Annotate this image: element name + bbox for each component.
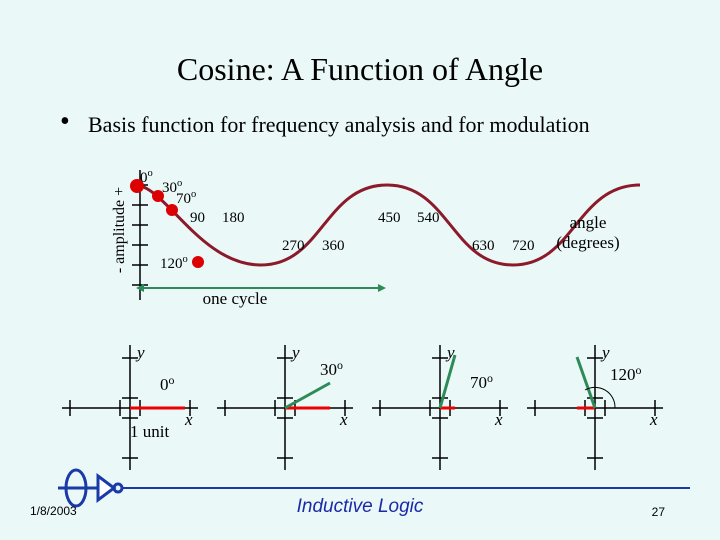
degree: o — [487, 371, 493, 385]
y-label: y — [445, 343, 455, 362]
point-120 — [192, 256, 204, 268]
angle-text: 30o — [320, 358, 343, 379]
angle-label: (degrees) — [556, 233, 619, 252]
angle-text: 630 — [472, 238, 495, 254]
value: 30 — [162, 180, 177, 196]
phasor — [438, 354, 457, 409]
page-number: 27 — [652, 505, 666, 519]
value: 180 — [222, 210, 245, 226]
value: 0 — [160, 375, 169, 394]
bullet: Basis function for frequency analysis an… — [88, 112, 590, 137]
value: 630 — [472, 238, 495, 254]
x-label: x — [649, 410, 658, 429]
date: 1/8/2003 — [30, 504, 77, 518]
value: 450 — [378, 210, 401, 226]
x-label: x — [339, 410, 348, 429]
value: 70 — [470, 373, 487, 392]
cosine-curve — [134, 183, 641, 267]
angle-label: angle — [570, 213, 607, 232]
phasor — [575, 356, 597, 409]
angle-text: 120o — [610, 363, 642, 384]
angle-text: 120o — [160, 254, 188, 272]
angle-arc — [584, 386, 616, 409]
value: 540 — [417, 210, 440, 226]
angle-text: 0o — [140, 168, 153, 186]
angle-text: 360 — [322, 238, 345, 254]
value: 30 — [320, 360, 337, 379]
degree: o — [183, 254, 188, 265]
phasor — [284, 381, 331, 410]
angle-text: 180 — [222, 210, 245, 226]
value: 360 — [322, 238, 345, 254]
value: 270 — [282, 238, 305, 254]
point-30 — [152, 190, 164, 202]
degree: o — [169, 373, 175, 387]
logo — [58, 468, 690, 508]
cycle-label: one cycle — [203, 289, 268, 308]
degree: o — [337, 358, 343, 372]
angle-text: 720 — [512, 238, 535, 254]
angle-text: 70o — [470, 371, 493, 392]
value: 120 — [610, 365, 636, 384]
degree: o — [636, 363, 642, 377]
angle-text: 270 — [282, 238, 305, 254]
y-axis-label: - amplitude + — [111, 187, 128, 273]
angle-text: 90 — [190, 210, 205, 226]
angle-text: 30o — [162, 178, 182, 196]
x-label: x — [184, 410, 193, 429]
y-label: y — [290, 343, 300, 362]
footer-title: Inductive Logic — [297, 496, 424, 517]
degree: o — [148, 168, 153, 179]
y-label: y — [135, 343, 145, 362]
angle-text: 0o — [160, 373, 175, 394]
y-label: y — [600, 343, 610, 362]
angle-text: 450 — [378, 210, 401, 226]
title: Cosine: A Function of Angle — [177, 51, 543, 87]
value: 90 — [190, 210, 205, 226]
x-label: x — [494, 410, 503, 429]
degree: o — [191, 189, 196, 200]
value: 0 — [140, 170, 148, 186]
bullet-mark: • — [60, 106, 70, 137]
point-70 — [166, 204, 178, 216]
degree: o — [177, 178, 182, 189]
unit-label: 1 unit — [130, 422, 169, 441]
angle-text: 540 — [417, 210, 440, 226]
value: 720 — [512, 238, 535, 254]
angle-text: 70o — [176, 189, 196, 207]
point-0 — [130, 179, 144, 193]
value: 70 — [176, 191, 191, 207]
value: 120 — [160, 256, 183, 272]
